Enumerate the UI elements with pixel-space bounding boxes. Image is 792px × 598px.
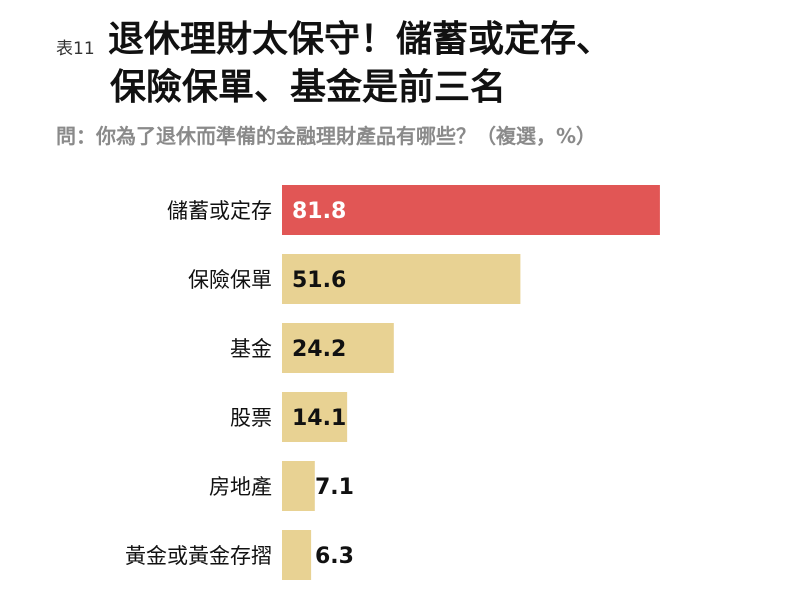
category-label-4: 股票 (230, 406, 272, 430)
value-label-2: 51.6 (292, 268, 346, 293)
bar-1 (282, 185, 660, 235)
bar-6 (282, 530, 312, 580)
value-label-3: 24.2 (292, 337, 346, 362)
value-label-4: 14.1 (292, 406, 346, 431)
category-label-6: 黃金或黃金存摺 (125, 544, 272, 568)
value-label-1: 81.8 (292, 199, 346, 224)
chart-header: 表11 退休理財太保守！儲蓄或定存、 保險保單、基金是前三名 問：你為了退休而準… (0, 0, 792, 170)
table-number: 表11 (56, 39, 95, 59)
value-label-5: 7.1 (315, 475, 354, 500)
bar-3 (282, 323, 394, 373)
chart-title-line2: 保險保單、基金是前三名 (110, 67, 507, 108)
value-label-6: 6.3 (315, 544, 354, 569)
chart-subtitle: 問：你為了退休而準備的金融理財產品有哪些？（複選，%） (56, 124, 597, 148)
category-label-1: 儲蓄或定存 (167, 199, 272, 223)
bar-5 (282, 461, 315, 511)
bar-4 (282, 392, 348, 442)
category-label-2: 保險保單 (188, 268, 272, 292)
category-label-5: 房地產 (209, 475, 272, 499)
chart-title-line1: 退休理財太保守！儲蓄或定存、 (108, 19, 613, 60)
bar-2 (282, 254, 521, 304)
category-label-3: 基金 (230, 337, 272, 361)
chart-title: 退休理財太保守！儲蓄或定存、 保險保單、基金是前三名 (108, 16, 612, 112)
